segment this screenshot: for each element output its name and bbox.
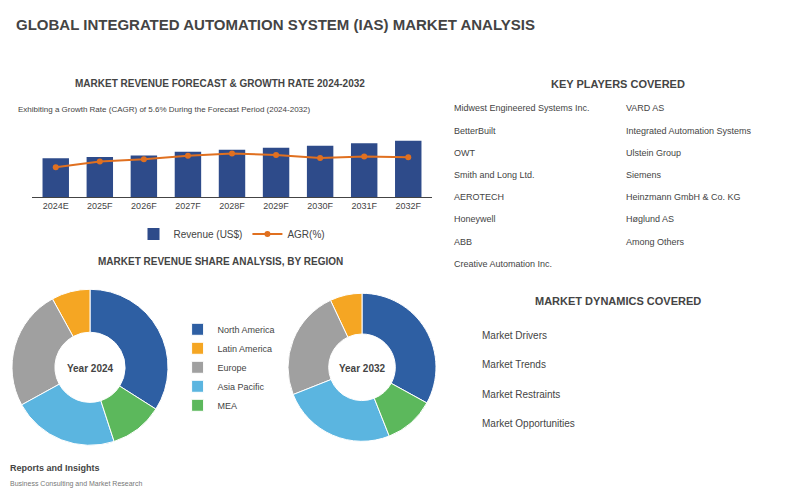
svg-text:Midwest Engineered Systems Inc: Midwest Engineered Systems Inc. <box>454 103 590 113</box>
svg-text:Latin America: Latin America <box>218 344 273 354</box>
svg-text:Høglund AS: Høglund AS <box>626 214 674 224</box>
svg-text:KEY PLAYERS COVERED: KEY PLAYERS COVERED <box>551 78 685 90</box>
svg-text:North America: North America <box>218 325 275 335</box>
svg-text:2026F: 2026F <box>131 201 157 211</box>
svg-text:GLOBAL INTEGRATED AUTOMATION S: GLOBAL INTEGRATED AUTOMATION SYSTEM (IAS… <box>16 16 535 33</box>
svg-text:AGR(%): AGR(%) <box>287 229 324 240</box>
svg-text:2027F: 2027F <box>175 201 201 211</box>
svg-text:2028F: 2028F <box>219 201 245 211</box>
svg-text:MEA: MEA <box>218 401 238 411</box>
svg-text:2031F: 2031F <box>351 201 377 211</box>
svg-text:2025F: 2025F <box>87 201 113 211</box>
svg-text:2029F: 2029F <box>263 201 289 211</box>
svg-text:MARKET REVENUE SHARE ANALYSIS,: MARKET REVENUE SHARE ANALYSIS, BY REGION <box>98 256 343 267</box>
svg-text:Market Drivers: Market Drivers <box>482 330 547 341</box>
svg-text:Revenue (US$): Revenue (US$) <box>174 229 243 240</box>
svg-text:Integrated Automation Systems: Integrated Automation Systems <box>626 126 752 136</box>
svg-text:Market Opportunities: Market Opportunities <box>482 418 575 429</box>
svg-text:OWT: OWT <box>454 148 475 158</box>
svg-text:MARKET REVENUE FORECAST & GROW: MARKET REVENUE FORECAST & GROWTH RATE 20… <box>75 78 365 89</box>
svg-text:Exhibiting a Growth Rate (CAGR: Exhibiting a Growth Rate (CAGR) of 5.6% … <box>18 105 310 114</box>
svg-text:MARKET DYNAMICS COVERED: MARKET DYNAMICS COVERED <box>535 295 701 307</box>
svg-text:Heinzmann GmbH & Co. KG: Heinzmann GmbH & Co. KG <box>626 192 741 202</box>
svg-text:Market Restraints: Market Restraints <box>482 389 560 400</box>
svg-text:Year 2024: Year 2024 <box>67 363 114 374</box>
svg-text:Reports and Insights: Reports and Insights <box>10 463 100 473</box>
svg-text:Honeywell: Honeywell <box>454 214 496 224</box>
svg-text:Business Consulting and Market: Business Consulting and Market Research <box>10 480 142 488</box>
svg-text:Creative Automation Inc.: Creative Automation Inc. <box>454 259 552 269</box>
svg-text:Europe: Europe <box>218 363 247 373</box>
svg-text:2032F: 2032F <box>395 201 421 211</box>
svg-text:Market Trends: Market Trends <box>482 359 546 370</box>
svg-text:Year 2032: Year 2032 <box>339 363 386 374</box>
svg-text:Among Others: Among Others <box>626 237 685 247</box>
svg-text:VARD AS: VARD AS <box>626 103 664 113</box>
svg-text:Ulstein Group: Ulstein Group <box>626 148 681 158</box>
svg-text:2024E: 2024E <box>43 201 69 211</box>
svg-text:ABB: ABB <box>454 237 472 247</box>
svg-text:2030F: 2030F <box>307 201 333 211</box>
svg-text:Smith and Long Ltd.: Smith and Long Ltd. <box>454 170 535 180</box>
svg-text:Asia Pacific: Asia Pacific <box>218 382 265 392</box>
svg-text:AEROTECH: AEROTECH <box>454 192 504 202</box>
svg-text:Siemens: Siemens <box>626 170 662 180</box>
svg-text:BetterBuilt: BetterBuilt <box>454 126 496 136</box>
